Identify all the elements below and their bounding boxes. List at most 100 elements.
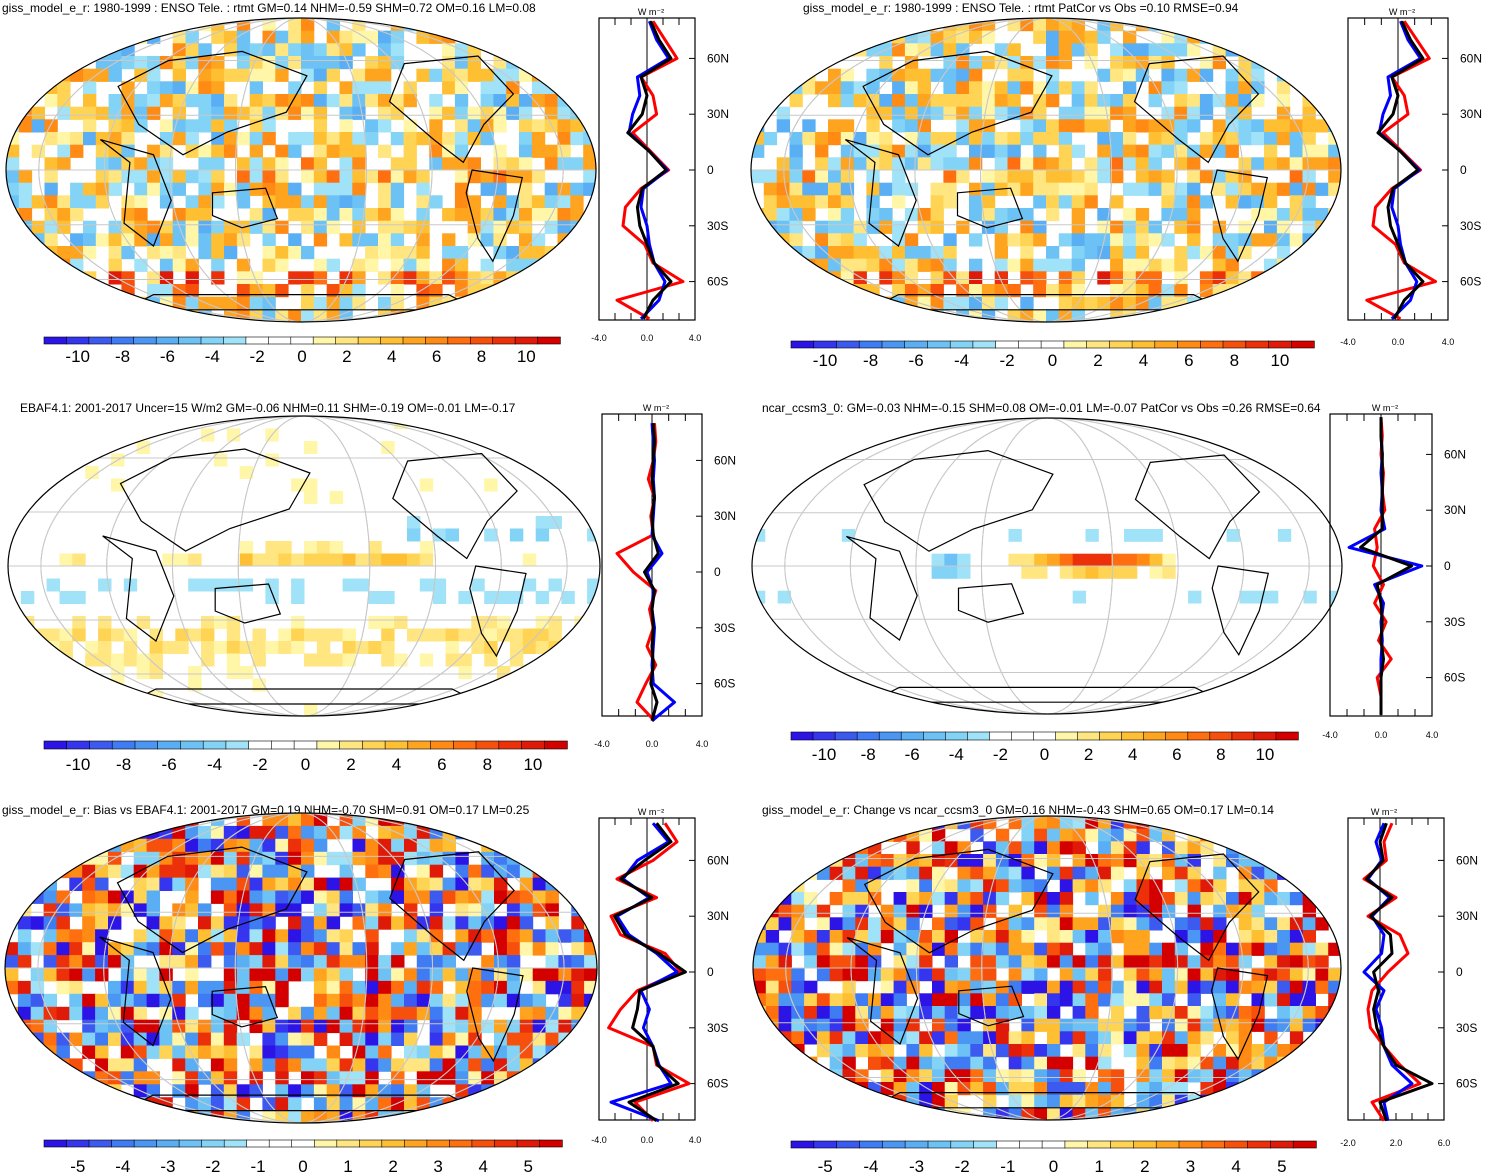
colorbar-swatch: [1155, 1140, 1180, 1149]
x-tick-label: 4.0: [1426, 730, 1439, 740]
colorbar-swatch: [996, 1140, 1020, 1149]
colorbar-swatch: [521, 740, 545, 750]
x-tick-label: -4.0: [1322, 730, 1338, 740]
colorbar-swatch: [426, 1139, 451, 1148]
x-tick-label: 4.0: [689, 1135, 702, 1145]
colorbar-label: -6: [162, 755, 177, 774]
colorbar-swatch: [1063, 340, 1088, 349]
x-tick-label: -2.0: [1340, 1138, 1356, 1148]
colorbar-swatch: [157, 740, 182, 750]
colorbar-swatch: [856, 731, 880, 741]
colorbar-swatch: [881, 1140, 906, 1149]
coastline: [862, 50, 1053, 156]
colorbar: -5 -4 -3 -2 -1 0 1 2 3 4 5: [43, 1139, 563, 1176]
coastline: [1134, 454, 1261, 560]
colorbar-swatch: [1133, 1140, 1157, 1149]
colorbar-swatch: [475, 740, 500, 750]
panel-title: EBAF4.1: 2001-2017 Uncer=15 W/m2 GM=-0.0…: [20, 401, 516, 415]
colorbar-swatch: [790, 731, 814, 741]
coastline: [1210, 967, 1269, 1061]
colorbar-label: -8: [861, 745, 876, 764]
colorbar-label: -6: [909, 351, 924, 370]
colorbar-swatch: [494, 1139, 518, 1148]
latitude-label: 0: [714, 565, 721, 579]
colorbar-swatch: [904, 1140, 929, 1149]
panel-1: giss_model_e_r: 1980-1999 : ENSO Tele. :…: [2, 1, 729, 366]
colorbar-swatch: [156, 1139, 180, 1148]
colorbar-swatch: [180, 740, 204, 750]
colorbar-label: -4: [949, 745, 964, 764]
colorbar-swatch: [246, 1139, 270, 1148]
coastline: [99, 936, 172, 1047]
colorbar-swatch: [1099, 731, 1123, 741]
colorbar-label: -2: [993, 745, 1008, 764]
colorbar-swatch: [1245, 340, 1270, 349]
units-label: W m⁻²: [1371, 807, 1397, 817]
colorbar-swatch: [1110, 1140, 1135, 1149]
latitude-label: 60N: [1456, 853, 1478, 867]
coastline: [392, 452, 518, 560]
colorbar-label: -1: [250, 1157, 265, 1176]
panel-2: giss_model_e_r: 1980-1999 : ENSO Tele. :…: [750, 1, 1482, 370]
coastline: [388, 55, 515, 164]
colorbar-swatch: [1209, 731, 1233, 741]
colorbar-swatch: [492, 336, 516, 345]
coastline: [846, 535, 918, 641]
coastline: [465, 169, 524, 263]
colorbar-label: -4: [205, 347, 220, 366]
colorbar-swatch: [316, 740, 341, 750]
colorbar-swatch: [335, 336, 359, 345]
colorbar-swatch: [1201, 1140, 1226, 1149]
colorbar-label: -5: [818, 1157, 833, 1176]
colorbar-swatch: [293, 740, 318, 750]
colorbar-swatch: [430, 740, 455, 750]
latitude-label: 30S: [707, 219, 728, 233]
coastline: [1133, 55, 1260, 164]
colorbar-label: 10: [1270, 351, 1289, 370]
colorbar-swatch: [1018, 340, 1042, 349]
colorbar-label: 0: [298, 1157, 307, 1176]
colorbar: -10 -8 -6 -4 -2 0 2 4 6 8 10: [790, 731, 1299, 764]
series-line-model: [615, 423, 658, 722]
colorbar-swatch: [539, 1139, 563, 1148]
colorbar-swatch: [313, 1139, 338, 1148]
colorbar-swatch: [516, 1139, 541, 1148]
map-border: [752, 815, 1342, 1121]
colorbar-label: -4: [954, 351, 969, 370]
colorbar-label: 6: [432, 347, 441, 366]
colorbar-label: 0: [1048, 351, 1057, 370]
colorbar-swatch: [43, 1139, 68, 1148]
colorbar-swatch: [543, 740, 568, 750]
map-field: [751, 18, 1341, 322]
latitude-label: 0: [707, 965, 714, 979]
colorbar-swatch: [88, 1139, 113, 1148]
latitude-label: 30N: [1444, 503, 1466, 517]
colorbar-swatch: [449, 1139, 473, 1148]
zonal-frame: [1347, 817, 1445, 1121]
latitude-label: 60S: [1456, 1077, 1477, 1091]
x-tick-label: 4.0: [696, 739, 709, 749]
series-line-black: [1359, 417, 1414, 715]
latitude-label: 30N: [714, 509, 736, 523]
coastline: [117, 50, 308, 156]
colorbar-swatch: [1231, 731, 1255, 741]
colorbar-label: -10: [812, 745, 837, 764]
colorbar-swatch: [790, 1140, 815, 1149]
series-line-black: [1376, 20, 1425, 320]
colorbar-swatch: [361, 740, 386, 750]
zonal-mean-plot: W m⁻² -4.0 0.0 4.0 60N 30N 0 30S 60S: [591, 7, 729, 343]
colorbar-label: 2: [388, 1157, 397, 1176]
colorbar-label: -3: [160, 1157, 175, 1176]
colorbar-swatch: [134, 740, 159, 750]
colorbar-swatch: [1253, 731, 1277, 741]
colorbar-swatch: [407, 740, 432, 750]
colorbar-swatch: [972, 340, 997, 349]
colorbar-swatch: [989, 731, 1013, 741]
coastline: [863, 449, 1054, 552]
colorbar-swatch: [1064, 1140, 1089, 1149]
colorbar-label: -2: [252, 755, 267, 774]
colorbar-label: -4: [207, 755, 222, 774]
panel-title: ncar_ccsm3_0: GM=-0.03 NHM=-0.15 SHM=0.0…: [762, 401, 1321, 415]
colorbar-label: 4: [392, 755, 401, 774]
